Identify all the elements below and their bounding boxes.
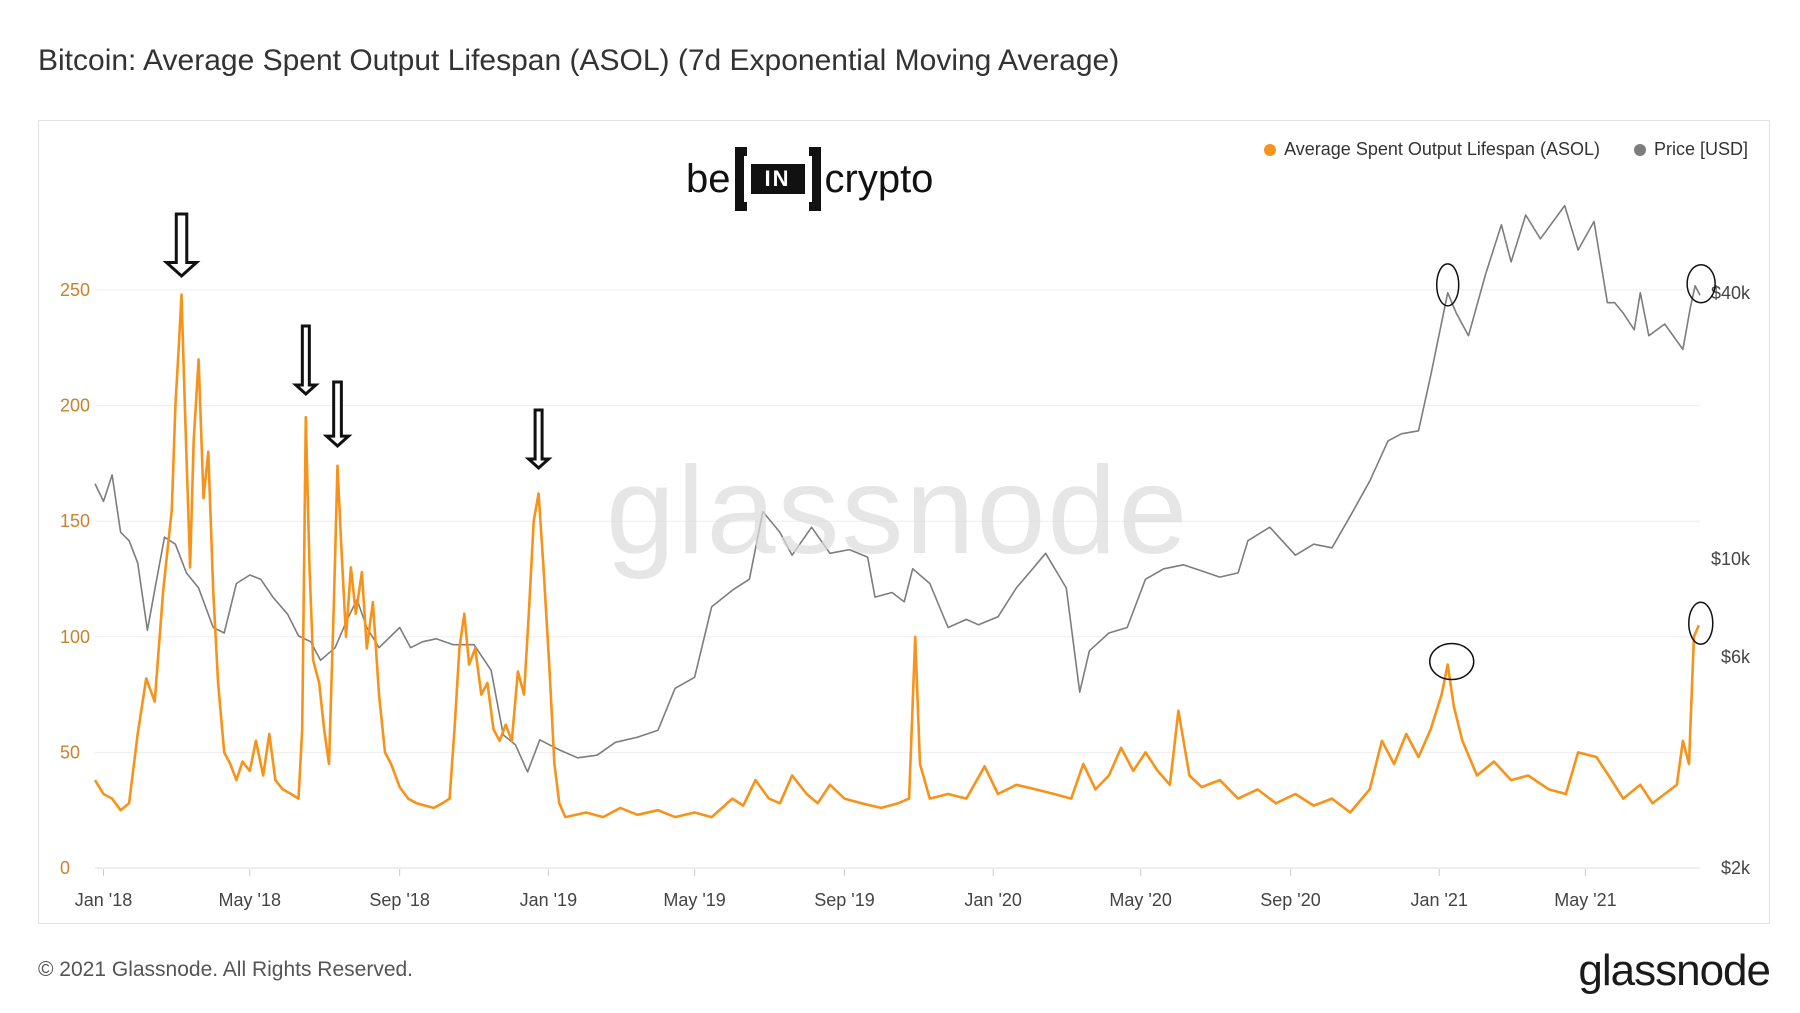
legend-label-asol: Average Spent Output Lifespan (ASOL) [1284,139,1600,159]
highlight-ellipse-asol-jan21 [1428,642,1475,681]
x-tick-label: May '19 [663,890,725,910]
legend-dot-price [1633,143,1646,156]
x-tick-label: Jan '20 [964,890,1021,910]
y-right-tick-label: $2k [1721,858,1751,878]
price-line [94,204,1701,773]
x-tick-label: Jan '19 [520,890,577,910]
y-left-tick-label: 0 [60,858,70,878]
y-left-tick-label: 50 [60,742,80,762]
legend-dot-asol [1264,143,1277,156]
y-left-tick-label: 200 [60,396,90,416]
brand-box-text: IN [750,164,805,194]
y-right-tick-label: $10k [1711,549,1751,569]
chart-title: Bitcoin: Average Spent Output Lifespan (… [38,44,1120,77]
arrow-down-icon [322,380,353,449]
highlight-ellipse-asol-aug21 [1688,601,1714,645]
brand-logo-beincrypto: be IN crypto [686,144,933,214]
brand-bracket-icon: IN [734,147,821,211]
asol-series-layer [93,293,1700,819]
x-tick-label: Jan '21 [1410,890,1467,910]
x-tick-label: Sep '18 [369,890,430,910]
footer-copyright: © 2021 Glassnode. All Rights Reserved. [38,958,414,981]
y-left-tick-label: 150 [60,511,90,531]
chart-frame [38,120,1770,924]
x-tick-label: Jan '18 [75,890,132,910]
legend: Average Spent Output Lifespan (ASOL) Pri… [1264,139,1748,160]
highlight-ellipse-price-jan21 [1435,263,1460,307]
arrow-down-icon [162,212,201,279]
x-tick-label: May '21 [1554,890,1616,910]
x-tick-label: May '20 [1109,890,1171,910]
legend-label-price: Price [USD] [1653,139,1748,159]
y-left-tick-label: 100 [60,627,90,647]
x-tick-label: May '18 [219,890,281,910]
y-right-tick-label: $40k [1711,283,1751,303]
legend-item-asol[interactable]: Average Spent Output Lifespan (ASOL) [1264,139,1600,160]
watermark-glassnode: glassnode [606,442,1190,580]
y-right-tick-label: $6k [1721,647,1751,667]
arrow-down-icon [291,324,320,397]
asol-line [93,293,1700,819]
brand-left: be [686,156,731,201]
axes: 0 50 100 150 200 250 $2k $6k $10k $40k Jan '18 May … [60,280,1751,910]
highlight-ellipse-price-aug21 [1686,264,1716,304]
x-tick-label: Sep '19 [814,890,875,910]
annotations [162,212,1716,681]
arrow-down-icon [524,408,553,471]
x-tick-label: Sep '20 [1260,890,1321,910]
legend-item-price[interactable]: Price [USD] [1633,139,1748,160]
price-series-layer [94,204,1701,773]
brand-right: crypto [824,156,934,201]
footer-logo-glassnode: glassnode [1578,946,1771,995]
y-left-tick-label: 250 [60,280,90,300]
